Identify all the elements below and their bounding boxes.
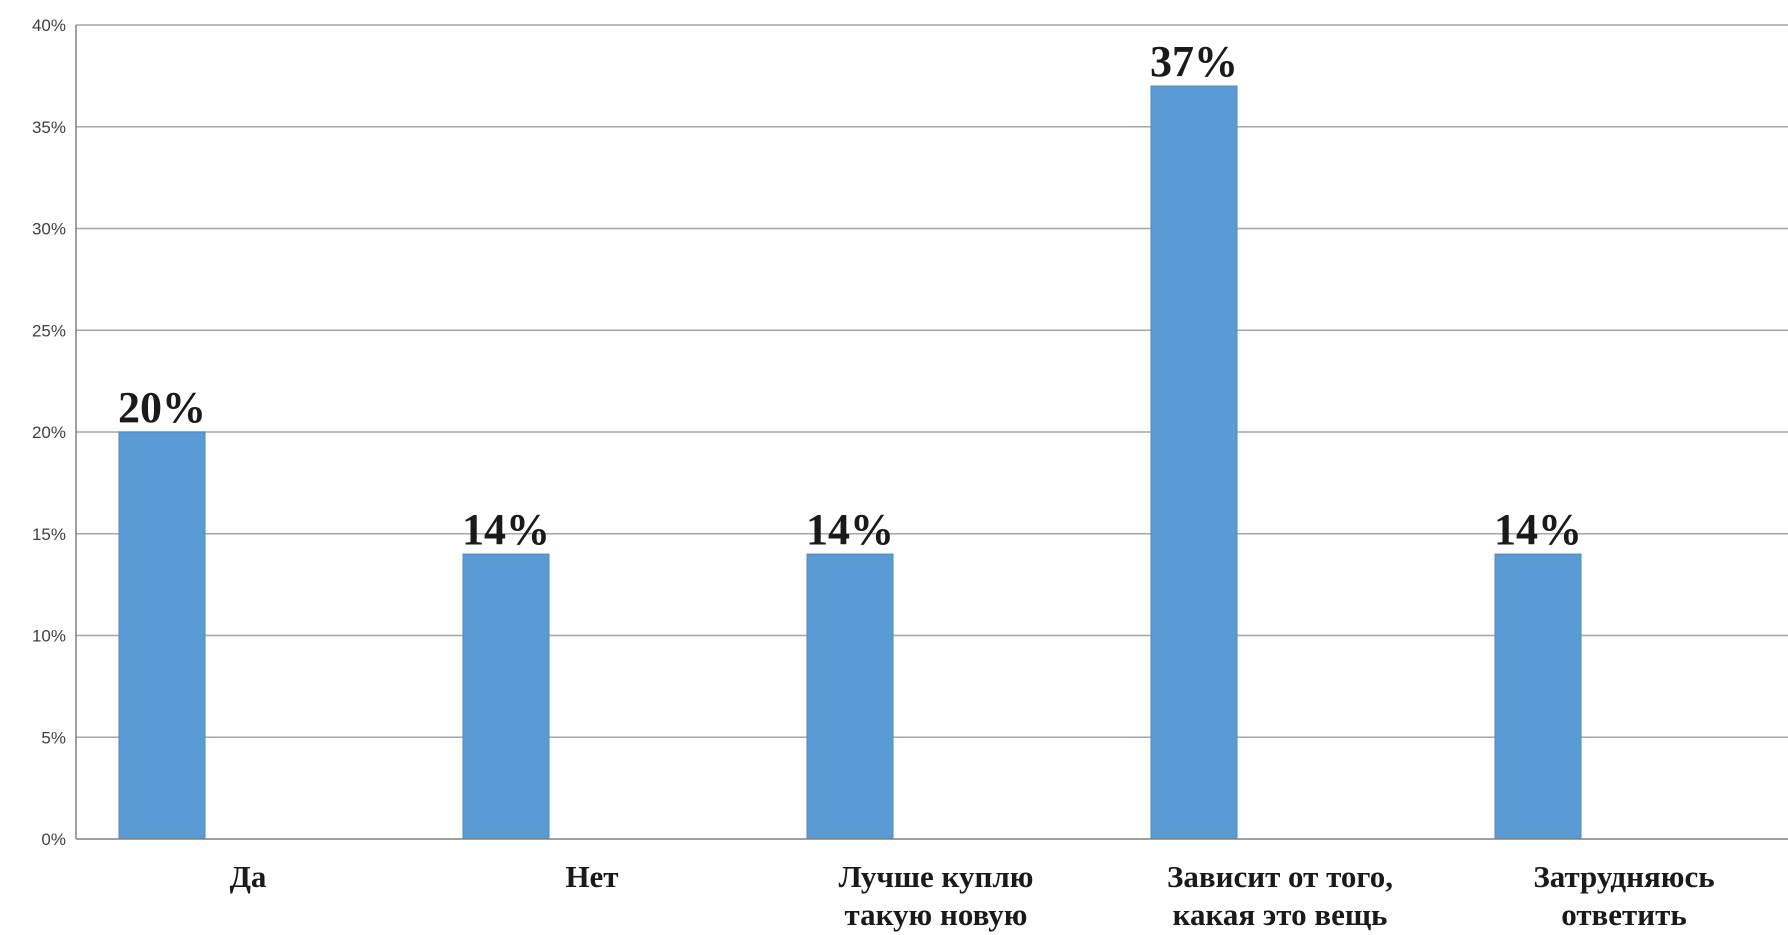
y-axis-tick-labels: 0% 5% 10% 15% 20% 25% 30% 35% 40% [32,16,66,849]
category-label: Лучше куплю такую новую [839,859,1034,932]
data-label: 14% [806,505,894,554]
axes [75,25,1788,840]
category-label: Зависит от того, какая это вещь [1167,859,1393,932]
y-tick-label: 40% [32,16,66,35]
category-label: Нет [565,859,618,894]
data-labels: 20% 14% 14% 37% 14% [118,37,1582,554]
bar [1150,85,1238,840]
category-label: Затрудняюсь ответить [1533,859,1714,932]
bar [1494,553,1582,840]
y-tick-label: 10% [32,627,66,646]
bar [462,553,550,840]
y-tick-label: 5% [41,728,66,747]
y-tick-label: 35% [32,118,66,137]
data-label: 14% [462,505,550,554]
bar [118,431,206,840]
bars [118,85,1582,840]
y-tick-label: 25% [32,321,66,340]
category-label: Да [230,859,267,894]
gridlines [76,24,1788,738]
y-tick-label: 30% [32,220,66,239]
category-labels: Да Нет Лучше куплю такую новую Зависит от то… [230,859,1715,932]
data-label: 37% [1150,37,1238,86]
bar [806,553,894,840]
y-tick-label: 20% [32,423,66,442]
y-tick-label: 0% [41,830,66,849]
data-label: 20% [118,383,206,432]
data-label: 14% [1494,505,1582,554]
y-tick-label: 15% [32,525,66,544]
